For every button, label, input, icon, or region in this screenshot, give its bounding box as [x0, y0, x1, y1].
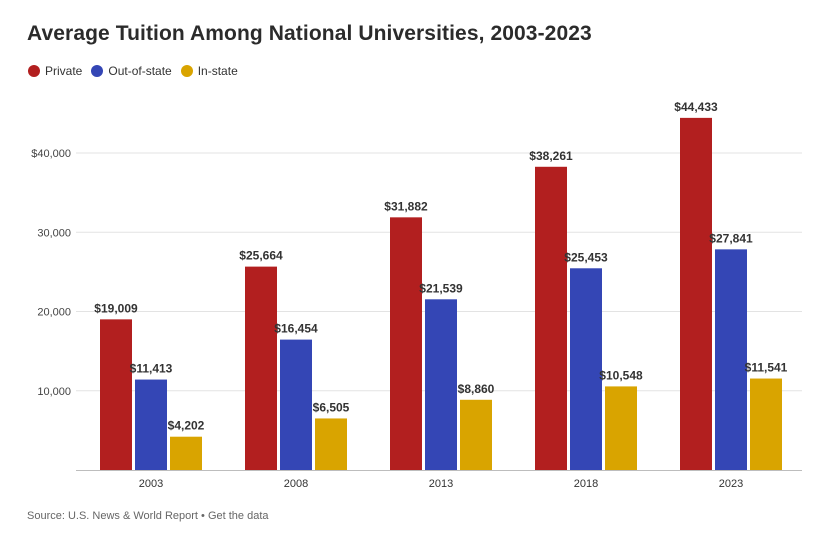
- data-label-private-2018: $38,261: [529, 149, 573, 163]
- data-label-private-2023: $44,433: [674, 100, 718, 114]
- data-label-out-of-state-2018: $25,453: [564, 250, 608, 264]
- data-label-in-state-2018: $10,548: [599, 368, 643, 382]
- x-tick-label: 2018: [574, 478, 598, 490]
- data-label-in-state-2003: $4,202: [168, 419, 205, 433]
- bar-out-of-state-2013: [425, 299, 457, 470]
- legend-label-in-state: In-state: [197, 64, 238, 78]
- legend-swatch-private: [28, 65, 40, 77]
- y-tick-label: 10,000: [37, 386, 71, 398]
- bar-out-of-state-2003: [135, 379, 167, 470]
- data-label-out-of-state-2013: $21,539: [419, 281, 463, 295]
- footer-separator: •: [201, 510, 205, 522]
- bar-private-2023: [680, 117, 712, 471]
- data-label-private-2008: $25,664: [239, 249, 283, 263]
- x-tick-label: 2023: [719, 478, 743, 490]
- legend-item-in-state: In-state: [180, 64, 238, 78]
- bar-in-state-2008: [315, 418, 347, 470]
- y-tick-label: 20,000: [37, 307, 71, 319]
- x-tick-label: 2003: [139, 478, 163, 490]
- data-label-out-of-state-2023: $27,841: [709, 231, 753, 245]
- bar-private-2013: [390, 217, 422, 470]
- data-label-private-2013: $31,882: [384, 199, 428, 213]
- data-labels-layer: $19,009 $11,413 $4,202 $25,664 $16,454 $6,505…: [94, 100, 787, 433]
- bar-in-state-2013: [460, 399, 492, 470]
- bar-out-of-state-2023: [715, 249, 747, 470]
- data-label-out-of-state-2003: $11,413: [130, 362, 173, 376]
- legend-item-private: Private: [28, 64, 82, 78]
- footer: Source: U.S. News & World Report • Get t…: [27, 510, 269, 522]
- x-tick-label: 2013: [429, 478, 453, 490]
- data-label-in-state-2013: $8,860: [458, 382, 495, 396]
- legend-swatch-out-of-state: [91, 65, 104, 77]
- y-tick-label: $40,000: [31, 148, 71, 160]
- bar-in-state-2023: [750, 378, 782, 470]
- x-axis-ticks: 2003 2008 2013 2018 2023: [139, 478, 743, 490]
- chart-title: Average Tuition Among National Universit…: [27, 22, 592, 45]
- bar-out-of-state-2018: [570, 268, 602, 470]
- data-label-in-state-2008: $6,505: [313, 400, 350, 414]
- bar-in-state-2018: [605, 386, 637, 470]
- bar-private-2003: [100, 319, 132, 470]
- legend-swatch-in-state: [180, 65, 193, 77]
- bars-layer: [100, 117, 782, 471]
- legend-label-out-of-state: Out-of-state: [108, 64, 172, 78]
- bar-private-2018: [535, 166, 567, 471]
- legend-label-private: Private: [45, 64, 83, 78]
- bar-private-2008: [245, 266, 277, 470]
- get-the-data-link[interactable]: Get the data: [207, 510, 269, 522]
- data-label-out-of-state-2008: $16,454: [274, 322, 318, 336]
- bar-chart-plot: 10,000 20,000 30,000 $40,000 $19,009 $11,413…: [31, 100, 802, 490]
- data-label-in-state-2023: $11,541: [745, 361, 788, 375]
- y-tick-label: 30,000: [37, 227, 71, 239]
- data-label-private-2003: $19,009: [94, 301, 138, 315]
- bar-in-state-2003: [170, 436, 202, 470]
- legend-item-out-of-state: Out-of-state: [91, 64, 172, 78]
- source-text: Source: U.S. News & World Report: [27, 510, 198, 522]
- y-axis-ticks: 10,000 20,000 30,000 $40,000: [31, 148, 71, 398]
- legend: Private Out-of-state In-state: [28, 64, 247, 78]
- x-tick-label: 2008: [284, 478, 308, 490]
- bar-out-of-state-2008: [280, 339, 312, 470]
